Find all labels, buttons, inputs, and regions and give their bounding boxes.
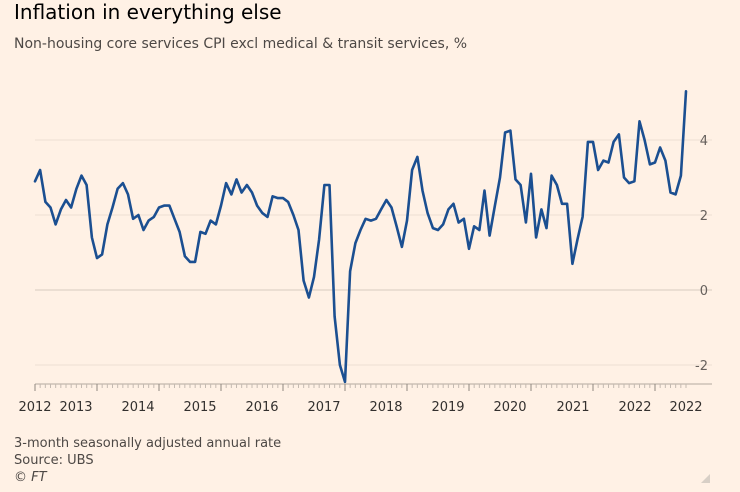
y-tick-label: 2 (700, 209, 708, 224)
x-tick-label: 2020 (493, 400, 526, 415)
footnote: 3-month seasonally adjusted annual rate (14, 436, 282, 451)
source-note: Source: UBS (14, 453, 94, 468)
x-tick-label: 2019 (431, 400, 464, 415)
x-tick-label: 2017 (307, 400, 340, 415)
chart-subtitle: Non-housing core services CPI excl medic… (14, 36, 468, 52)
x-tick-label: 2018 (369, 400, 402, 415)
chart-title: Inflation in everything else (14, 0, 282, 24)
x-tick-label: 2013 (59, 400, 92, 415)
x-tick-label: 2021 (556, 400, 589, 415)
x-tick-label: 2016 (245, 400, 278, 415)
y-tick-label: -2 (695, 359, 708, 374)
series-line (33, 90, 688, 384)
x-tick-label: 2022 (618, 400, 651, 415)
resize-corner-icon (701, 474, 710, 483)
ft-credit: © FT (14, 470, 47, 485)
x-tick-label: 2022 (669, 400, 702, 415)
x-tick-label: 2014 (121, 400, 154, 415)
grid-layer (35, 139, 712, 366)
x-tick-label: 2015 (183, 400, 216, 415)
line-chart: 420-2 2012 2013 2014 2015 2016 2017 2018 2019 20… (18, 90, 712, 415)
y-tick-label: 4 (700, 134, 708, 149)
y-tick-label: 0 (700, 284, 708, 299)
x-tick-label: 2012 (18, 400, 51, 415)
series-layer (33, 90, 688, 384)
y-tick-labels: 4 2 0 -2 (695, 134, 708, 374)
x-axis: 2012 2013 2014 2015 2016 2017 2018 2019 2020 2021… (18, 383, 712, 415)
